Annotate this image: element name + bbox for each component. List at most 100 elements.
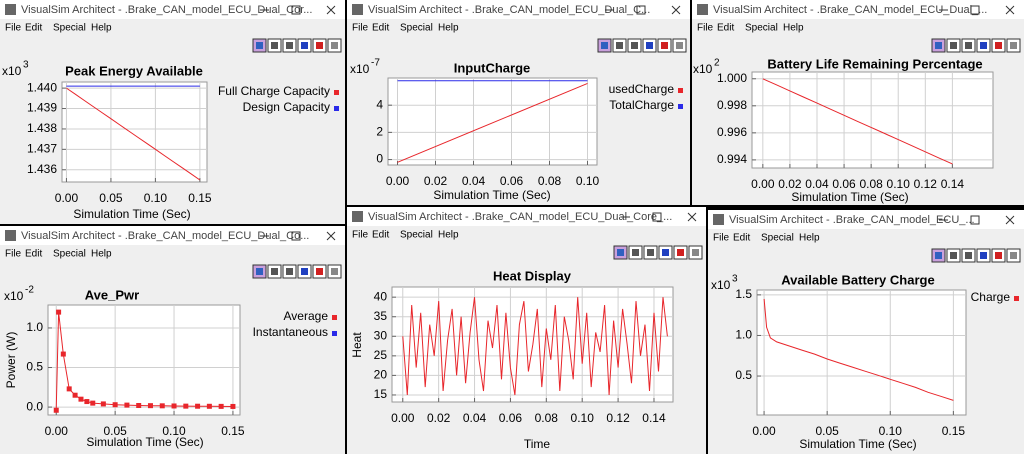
menu-item[interactable]: Edit	[25, 249, 42, 260]
menu-item[interactable]: File	[713, 233, 730, 244]
menu-item[interactable]: File	[697, 23, 714, 34]
toolbar-glyph	[676, 42, 683, 49]
y-tick-label: 1.5	[735, 287, 752, 301]
maximize-button[interactable]	[652, 212, 662, 222]
x-tick-label: 0.10	[887, 177, 911, 191]
menu-item[interactable]: Edit	[733, 233, 750, 244]
data-point	[100, 401, 106, 407]
menu-item[interactable]: Special	[745, 23, 778, 34]
menu-item[interactable]: Edit	[372, 23, 389, 34]
y-tick-label: 1.0	[735, 328, 752, 342]
x-tick-label: 0.00	[751, 177, 775, 191]
data-point	[136, 403, 142, 409]
toolbar-glyph	[616, 42, 623, 49]
menu-item[interactable]: File	[352, 230, 369, 241]
title-bar	[692, 0, 1024, 19]
menu-item[interactable]: Help	[91, 23, 112, 34]
close-button[interactable]	[687, 212, 697, 222]
toolbar-glyph	[935, 252, 942, 259]
menu-item[interactable]: Special	[53, 249, 86, 260]
legend-swatch	[334, 106, 339, 111]
x-tick-label: 0.10	[162, 424, 186, 438]
maximize-button[interactable]	[291, 231, 301, 241]
toolbar-glyph	[677, 249, 684, 256]
menu-item[interactable]: Special	[400, 23, 433, 34]
close-button[interactable]	[326, 5, 336, 15]
close-button[interactable]	[1005, 215, 1015, 225]
y-axis-label: Heat	[350, 332, 364, 358]
menu-item[interactable]: Help	[799, 233, 820, 244]
x-tick-label: 0.02	[424, 174, 448, 188]
window-title: VisualSim Architect - .Brake_CAN_model_E…	[368, 211, 672, 223]
toolbar-glyph	[995, 252, 1002, 259]
toolbar-glyph	[692, 249, 699, 256]
plot-area	[756, 289, 967, 416]
legend-label: Average	[284, 309, 329, 323]
series-line	[66, 87, 201, 181]
y-multiplier: x10	[2, 64, 22, 78]
plot-area	[751, 71, 994, 169]
y-tick-label: 0.994	[717, 152, 747, 166]
x-axis-label: Simulation Time (Sec)	[799, 437, 916, 451]
toolbar-glyph	[965, 42, 972, 49]
menu-item[interactable]: Edit	[372, 230, 389, 241]
chart-title: Available Battery Charge	[781, 272, 934, 287]
menu-item[interactable]: Special	[761, 233, 794, 244]
toolbar-glyph	[316, 42, 323, 49]
menu-item[interactable]: File	[5, 249, 22, 260]
menu-item[interactable]: Help	[438, 230, 459, 241]
y-multiplier: x10	[4, 289, 24, 303]
y-multiplier-exponent: -2	[25, 285, 34, 296]
data-point	[147, 403, 153, 409]
close-button[interactable]	[326, 231, 336, 241]
menu-item[interactable]: Special	[53, 23, 86, 34]
data-point	[72, 392, 78, 398]
x-tick-label: 0.00	[45, 424, 69, 438]
maximize-button[interactable]	[970, 5, 980, 15]
app-icon	[697, 4, 708, 15]
legend-label: Design Capacity	[243, 100, 330, 114]
y-tick-label: 1.437	[27, 142, 57, 156]
toolbar-glyph	[995, 42, 1002, 49]
series-line	[402, 297, 668, 396]
menu-item[interactable]: Edit	[25, 23, 42, 34]
toolbar-glyph	[271, 268, 278, 275]
x-axis-label: Simulation Time (Sec)	[791, 190, 908, 204]
x-tick-label: 0.06	[832, 177, 856, 191]
toolbar-glyph	[256, 42, 263, 49]
close-button[interactable]	[671, 5, 681, 15]
x-tick-label: 0.10	[144, 191, 168, 205]
plot-area	[387, 77, 598, 166]
y-tick-label: 1.440	[27, 80, 57, 94]
toolbar-glyph	[1010, 252, 1017, 259]
series-line	[397, 82, 588, 163]
maximize-button[interactable]	[291, 5, 301, 15]
legend-label: Instantaneous	[253, 325, 328, 339]
x-tick-label: 0.06	[499, 411, 523, 425]
menu-item[interactable]: Help	[783, 23, 804, 34]
data-point	[56, 309, 62, 315]
menu-item[interactable]: Special	[400, 230, 433, 241]
y-tick-label: 20	[374, 368, 388, 382]
close-button[interactable]	[1005, 5, 1015, 15]
title-bar	[708, 210, 1024, 229]
menu-item[interactable]: Help	[438, 23, 459, 34]
menu-item[interactable]: Help	[91, 249, 112, 260]
toolbar-glyph	[662, 249, 669, 256]
y-tick-label: 30	[374, 328, 388, 342]
legend-swatch	[678, 88, 683, 93]
y-tick-label: 0.996	[717, 125, 747, 139]
window-title: VisualSim Architect - .Brake_CAN_model_E…	[729, 214, 975, 226]
menu-item[interactable]: File	[352, 23, 369, 34]
maximize-button[interactable]	[636, 5, 646, 15]
maximize-button[interactable]	[970, 215, 980, 225]
x-axis-label: Simulation Time (Sec)	[86, 435, 203, 449]
x-axis-label: Time	[524, 437, 551, 451]
toolbar-glyph	[331, 42, 338, 49]
menu-item[interactable]: Edit	[717, 23, 734, 34]
toolbar-glyph	[950, 42, 957, 49]
legend-label: usedCharge	[609, 82, 675, 96]
menu-item[interactable]: File	[5, 23, 22, 34]
data-point	[66, 386, 72, 392]
